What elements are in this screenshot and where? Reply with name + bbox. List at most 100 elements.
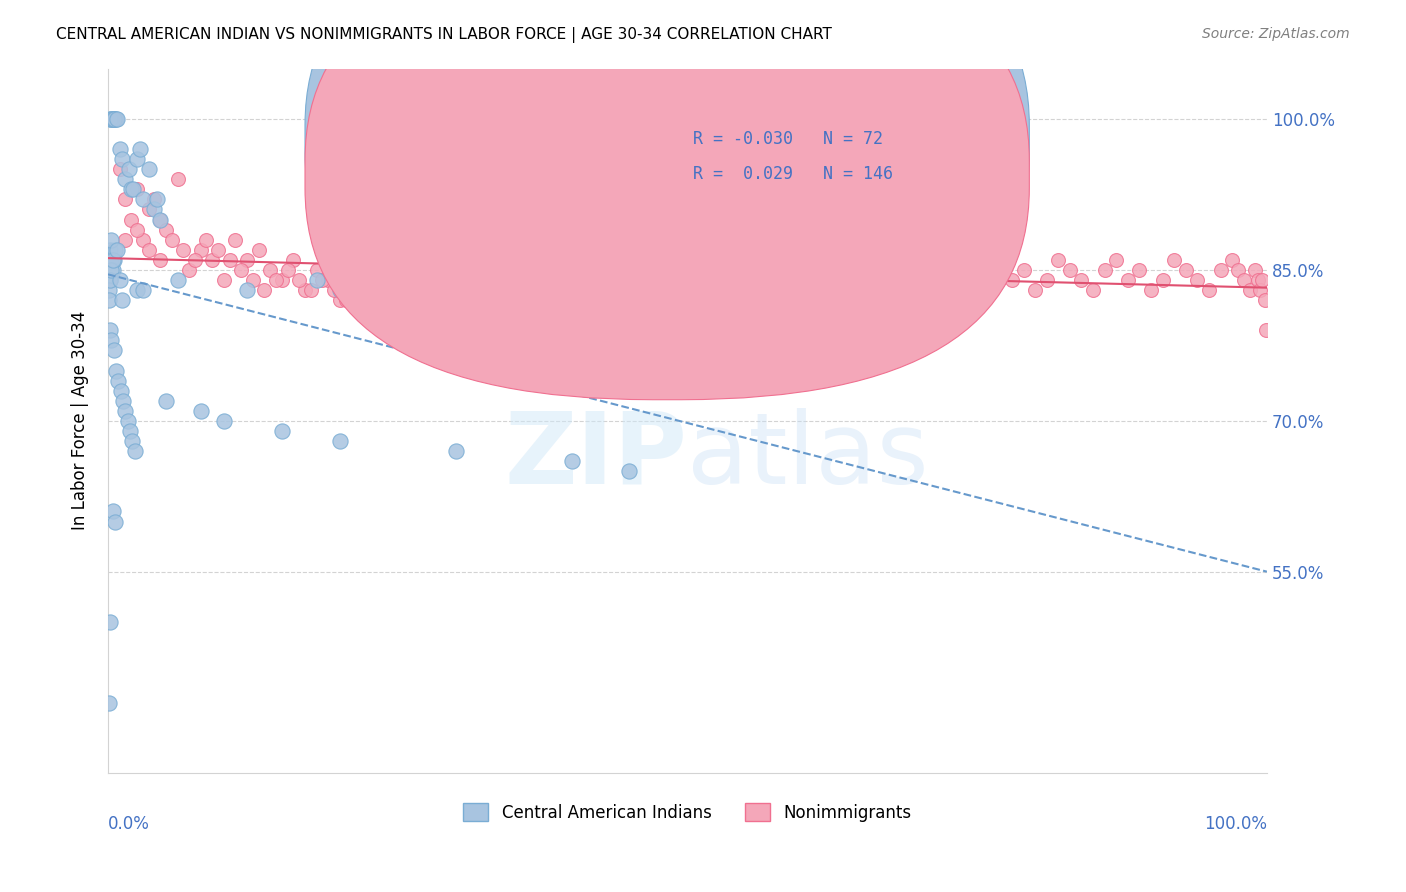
Point: [105, 363, 128, 377]
Point: [780, 252, 803, 267]
Point: [1209, 263, 1232, 277]
Point: [357, 283, 380, 297]
Point: [201, 252, 224, 267]
Point: [496, 283, 519, 297]
Point: [404, 273, 426, 287]
Point: [288, 273, 311, 287]
Point: [253, 283, 276, 297]
Point: [105, 243, 128, 257]
Point: [118, 424, 141, 438]
Point: [299, 283, 322, 297]
Point: [387, 283, 409, 297]
Point: [112, 393, 135, 408]
Point: [619, 263, 641, 277]
Point: [190, 243, 212, 257]
Point: [100, 112, 122, 126]
Point: [132, 283, 155, 297]
Point: [630, 273, 652, 287]
Point: [769, 263, 792, 277]
Point: [323, 283, 346, 297]
Point: [1012, 263, 1035, 277]
Point: [520, 273, 543, 287]
Point: [409, 273, 432, 287]
Point: [444, 283, 467, 297]
Point: [1094, 263, 1116, 277]
Point: [236, 252, 259, 267]
FancyBboxPatch shape: [617, 100, 988, 206]
Point: [104, 112, 127, 126]
Point: [606, 252, 628, 267]
Point: [103, 112, 125, 126]
Point: [340, 273, 363, 287]
Point: [1105, 252, 1128, 267]
Point: [977, 263, 1000, 277]
Point: [105, 112, 128, 126]
Point: [461, 283, 484, 297]
Point: [619, 464, 641, 478]
Point: [98, 323, 121, 337]
Point: [166, 172, 188, 186]
Point: [1116, 273, 1139, 287]
Point: [988, 252, 1011, 267]
Point: [207, 243, 229, 257]
Point: [931, 263, 953, 277]
Point: [270, 424, 292, 438]
Point: [502, 252, 524, 267]
Point: [114, 233, 136, 247]
Point: [104, 515, 127, 529]
Point: [444, 444, 467, 458]
Point: [242, 273, 264, 287]
Point: [108, 142, 131, 156]
Point: [98, 112, 121, 126]
Point: [375, 252, 398, 267]
Text: ZIP: ZIP: [505, 408, 688, 505]
Point: [1251, 273, 1274, 287]
Point: [231, 263, 253, 277]
Point: [100, 233, 122, 247]
Point: [456, 283, 478, 297]
Point: [145, 193, 167, 207]
Point: [734, 263, 756, 277]
Point: [561, 252, 583, 267]
Point: [111, 293, 134, 307]
Y-axis label: In Labor Force | Age 30-34: In Labor Force | Age 30-34: [72, 311, 89, 531]
Point: [264, 273, 287, 287]
Point: [335, 293, 357, 307]
Point: [100, 252, 122, 267]
FancyBboxPatch shape: [305, 0, 1029, 365]
Point: [143, 202, 166, 217]
Point: [100, 112, 122, 126]
Point: [1047, 252, 1070, 267]
Point: [316, 273, 339, 287]
Point: [688, 263, 710, 277]
Point: [155, 393, 177, 408]
Point: [98, 696, 121, 710]
Point: [108, 273, 131, 287]
Point: [120, 182, 142, 196]
Point: [1128, 263, 1150, 277]
FancyBboxPatch shape: [305, 0, 1029, 400]
Point: [1001, 273, 1024, 287]
Point: [1226, 263, 1249, 277]
Point: [125, 152, 148, 166]
Point: [212, 273, 235, 287]
Point: [346, 273, 368, 287]
Point: [105, 112, 128, 126]
Point: [101, 112, 124, 126]
Point: [676, 273, 699, 287]
Point: [98, 273, 121, 287]
Point: [561, 454, 583, 468]
Point: [1081, 283, 1104, 297]
Point: [166, 273, 188, 287]
Point: [132, 233, 155, 247]
Point: [247, 243, 270, 257]
Text: Source: ZipAtlas.com: Source: ZipAtlas.com: [1202, 27, 1350, 41]
Point: [363, 273, 385, 287]
Point: [422, 293, 444, 307]
Point: [132, 193, 155, 207]
Point: [479, 283, 502, 297]
Point: [149, 212, 172, 227]
Point: [111, 152, 134, 166]
Point: [155, 222, 177, 236]
Point: [103, 343, 125, 358]
